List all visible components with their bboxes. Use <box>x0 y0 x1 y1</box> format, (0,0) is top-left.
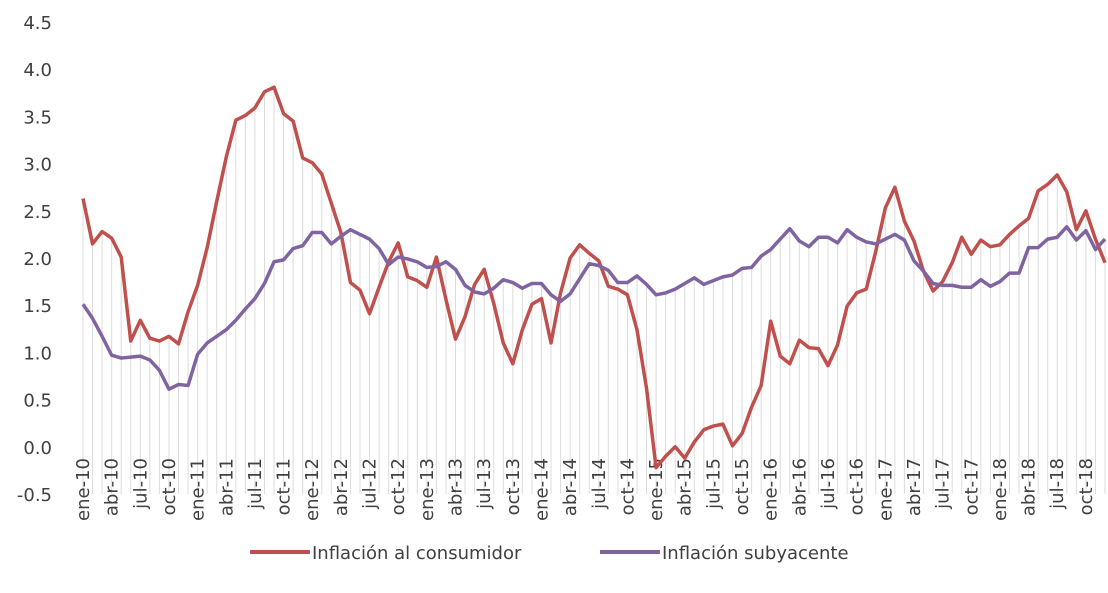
legend-label: Inflación subyacente <box>662 543 849 564</box>
y-tick-label: 0.0 <box>23 438 52 459</box>
x-tick-label: abr-15 <box>675 458 696 516</box>
x-tick-label: abr-18 <box>1019 458 1040 516</box>
x-tick-label: ene-16 <box>761 458 782 521</box>
y-tick-label: -0.5 <box>17 485 52 506</box>
x-tick-label: ene-13 <box>417 458 438 521</box>
series-line <box>81 225 1107 391</box>
x-tick-label: ene-10 <box>73 458 94 521</box>
x-tick-label: abr-12 <box>331 458 352 516</box>
x-tick-label: jul-10 <box>130 458 151 510</box>
y-tick-label: 1.5 <box>23 296 52 317</box>
x-tick-label: abr-17 <box>904 458 925 516</box>
x-tick-label: ene-12 <box>302 458 323 521</box>
y-tick-label: 2.0 <box>23 249 52 270</box>
x-tick-label: abr-14 <box>560 458 581 516</box>
x-tick-label: ene-11 <box>188 458 209 521</box>
series-line <box>81 85 1107 470</box>
legend-label: Inflación al consumidor <box>312 543 522 564</box>
x-tick-label: jul-17 <box>933 458 954 510</box>
x-tick-label: oct-17 <box>961 458 982 515</box>
y-tick-label: 0.5 <box>23 391 52 412</box>
x-tick-label: abr-11 <box>216 458 237 516</box>
x-tick-label: jul-15 <box>703 458 724 510</box>
x-tick-label: oct-10 <box>159 458 180 515</box>
x-tick-label: ene-14 <box>531 458 552 521</box>
y-tick-label: 4.0 <box>23 60 52 81</box>
x-tick-label: oct-12 <box>388 458 409 515</box>
x-tick-label: jul-18 <box>1047 458 1068 510</box>
x-tick-label: jul-16 <box>818 458 839 510</box>
x-tick-label: abr-13 <box>446 458 467 516</box>
x-tick-label: abr-10 <box>102 458 123 516</box>
x-tick-label: oct-15 <box>732 458 753 515</box>
x-tick-label: abr-16 <box>789 458 810 516</box>
x-tick-label: ene-15 <box>646 458 667 521</box>
x-tick-label: oct-14 <box>617 458 638 515</box>
x-tick-label: jul-14 <box>589 458 610 510</box>
x-tick-label: oct-11 <box>274 458 295 515</box>
y-tick-label: 3.0 <box>23 155 52 176</box>
y-tick-label: 3.5 <box>23 107 52 128</box>
y-tick-label: 4.5 <box>23 13 52 34</box>
x-tick-label: oct-13 <box>503 458 524 515</box>
x-tick-label: oct-18 <box>1076 458 1097 515</box>
x-tick-label: oct-16 <box>847 458 868 515</box>
x-tick-label: jul-11 <box>245 458 266 510</box>
x-tick-label: ene-18 <box>990 458 1011 521</box>
x-tick-label: jul-13 <box>474 458 495 510</box>
y-tick-label: 2.5 <box>23 202 52 223</box>
y-tick-label: 1.0 <box>23 343 52 364</box>
x-tick-label: ene-17 <box>875 458 896 521</box>
x-tick-label: jul-12 <box>360 458 381 510</box>
